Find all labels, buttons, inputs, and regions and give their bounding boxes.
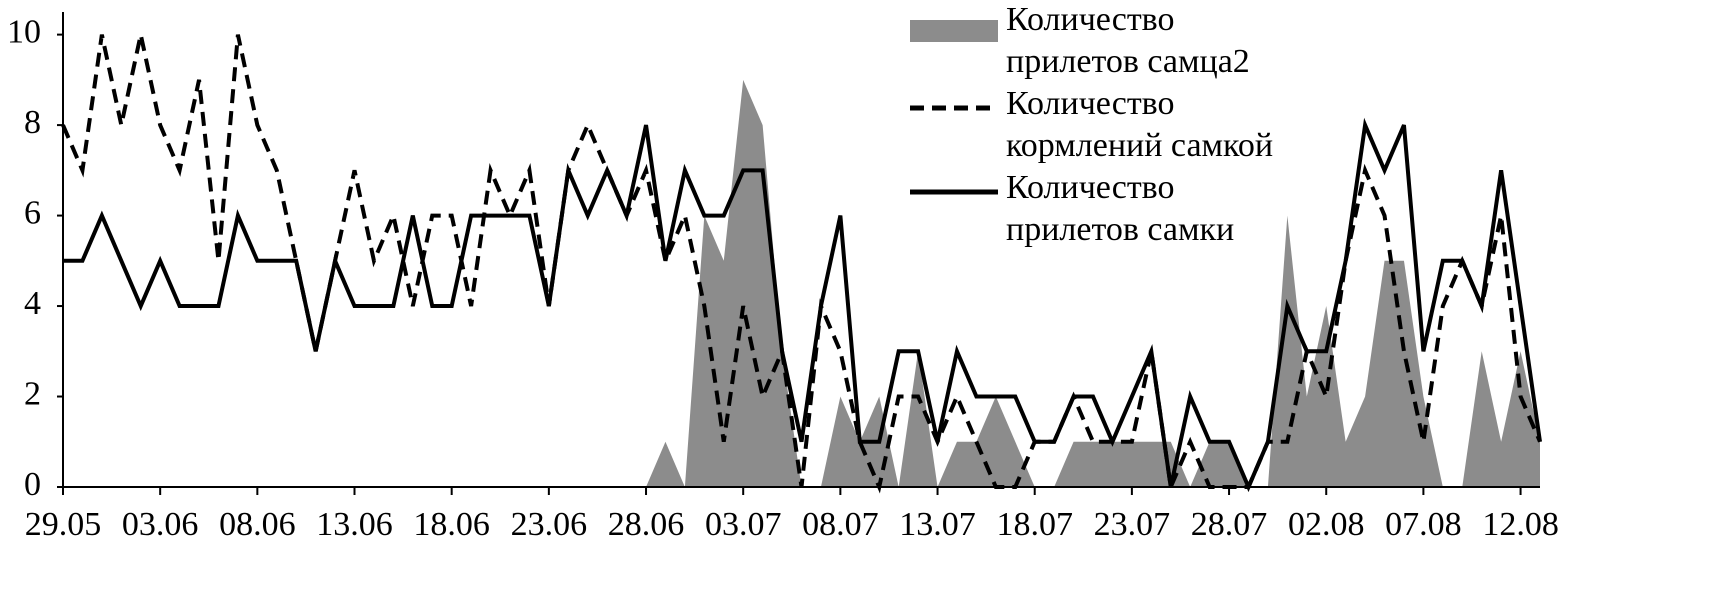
x-tick-label: 23.06 <box>511 506 588 543</box>
y-tick-label: 4 <box>24 285 41 322</box>
x-tick-label: 03.07 <box>705 506 782 543</box>
x-tick-label: 13.06 <box>316 506 393 543</box>
x-tick-label: 29.05 <box>25 506 102 543</box>
x-tick-label: 03.06 <box>122 506 199 543</box>
y-tick-label: 8 <box>24 104 41 141</box>
area <box>63 79 1540 487</box>
x-tick-label: 23.07 <box>1094 506 1171 543</box>
x-tick-label: 28.07 <box>1191 506 1268 543</box>
y-tick-label: 2 <box>24 375 41 412</box>
y-tick-label: 6 <box>24 194 41 231</box>
x-tick-label: 02.08 <box>1288 506 1365 543</box>
y-tick-label: 10 <box>7 13 41 50</box>
legend-label: Количество кормлений самкой <box>1006 85 1273 164</box>
legend-swatch <box>910 20 998 42</box>
x-tick-label: 18.07 <box>996 506 1073 543</box>
x-tick-label: 08.07 <box>802 506 879 543</box>
x-tick-label: 18.06 <box>413 506 490 543</box>
x-tick-label: 08.06 <box>219 506 296 543</box>
legend-label: Количество прилетов самца2 <box>1006 1 1250 80</box>
x-tick-label: 07.08 <box>1385 506 1462 543</box>
x-tick-label: 12.08 <box>1482 506 1559 543</box>
legend-label: Количество прилетов самки <box>1006 169 1234 248</box>
y-tick-label: 0 <box>24 466 41 503</box>
line <box>63 117 1542 493</box>
x-tick-label: 28.06 <box>608 506 685 543</box>
x-tick-label: 13.07 <box>899 506 976 543</box>
